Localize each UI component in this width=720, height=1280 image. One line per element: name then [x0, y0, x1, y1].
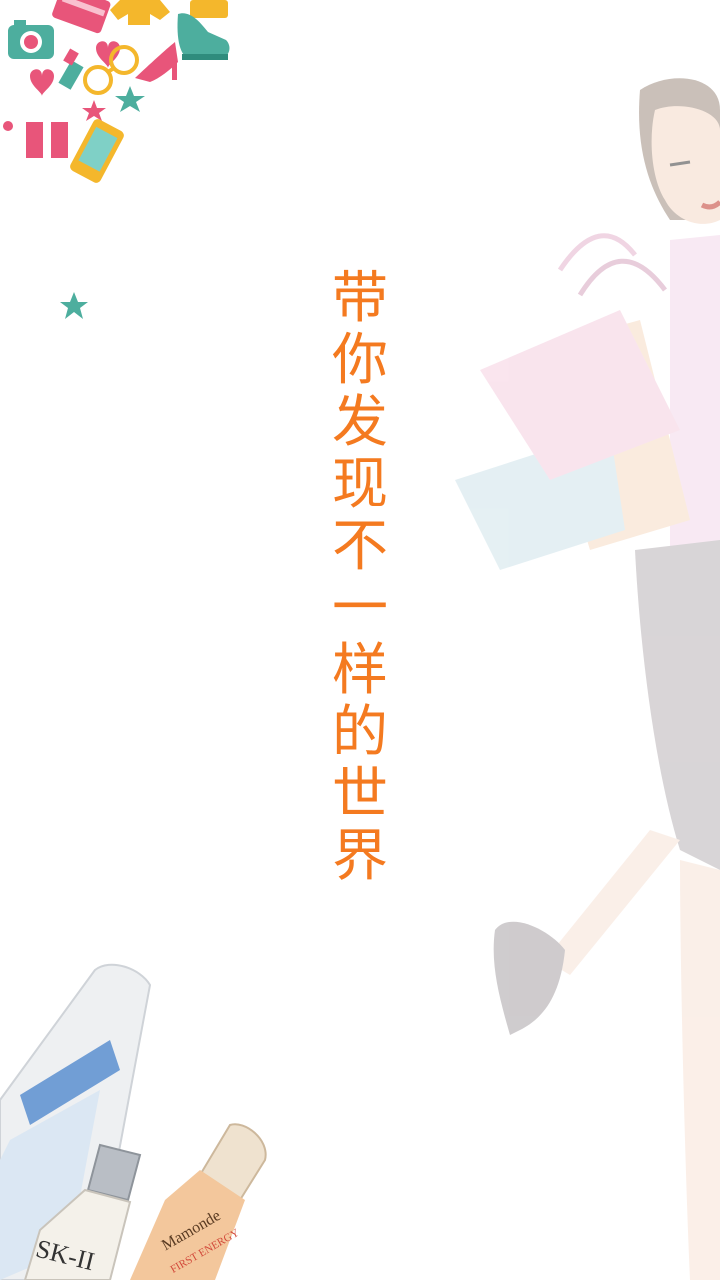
sneaker-icon	[177, 13, 230, 60]
splash-slogan: 带 你 发 现 不 一 样 的 世 界	[330, 268, 390, 888]
shopper-woman-illustration	[455, 78, 720, 1280]
glasses-icon	[83, 45, 139, 95]
lipstick-icon	[58, 48, 84, 90]
star-icon	[82, 86, 145, 121]
slogan-char: 界	[332, 824, 388, 889]
slogan-char: 一	[332, 576, 388, 641]
slogan-char: 发	[332, 390, 388, 455]
heart-icon	[30, 41, 120, 96]
slogan-char: 样	[332, 638, 388, 703]
cosmetics-products-illustration: SK-II Mamonde FIRST ENERGY	[0, 963, 267, 1280]
mamonde-bottle-image: Mamonde FIRST ENERGY	[130, 1123, 267, 1280]
sk2-bottle-image: SK-II	[23, 1143, 142, 1280]
gift-icon	[3, 118, 68, 160]
phone-icon	[70, 119, 124, 183]
slogan-char: 不	[332, 514, 388, 579]
slogan-char: 现	[332, 452, 388, 517]
star-icon	[60, 292, 88, 319]
slogan-char: 你	[332, 328, 388, 393]
credit-card-icon	[52, 0, 111, 34]
slogan-char: 带	[332, 266, 388, 331]
high-heel-icon	[135, 42, 178, 82]
spray-can-image	[0, 963, 152, 1280]
camera-icon	[8, 20, 54, 59]
shopping-icons-decoration	[3, 0, 230, 183]
shirt-icon	[110, 0, 228, 25]
slogan-char: 的	[332, 700, 388, 765]
slogan-char: 世	[332, 762, 388, 827]
